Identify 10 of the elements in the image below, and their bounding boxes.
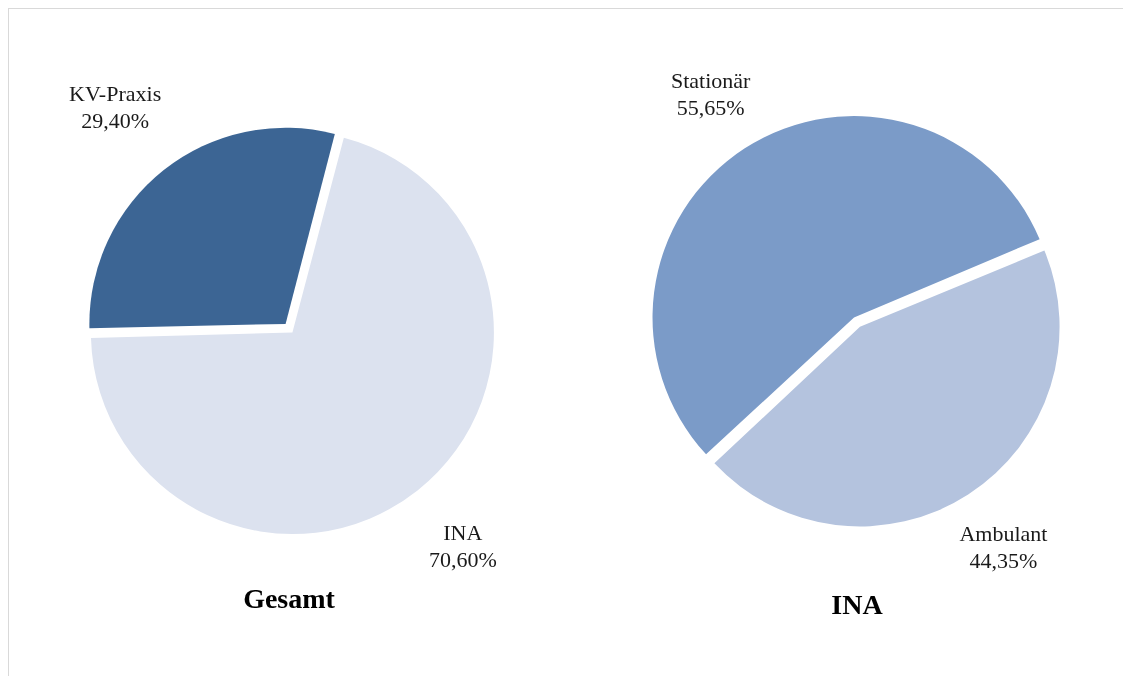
text: INA bbox=[831, 589, 884, 621]
data-label: 55,65% bbox=[676, 94, 745, 120]
data-label: 44,35% bbox=[969, 548, 1038, 574]
slice-label: Stationär bbox=[670, 67, 751, 93]
slice-label: INA bbox=[443, 519, 483, 545]
data-label: 70,60% bbox=[428, 546, 497, 572]
slice-label: Ambulant bbox=[959, 521, 1048, 547]
data-label: 29,40% bbox=[81, 107, 150, 133]
text: Gesamt bbox=[243, 583, 336, 615]
slice-label: KV-Praxis bbox=[69, 80, 162, 106]
